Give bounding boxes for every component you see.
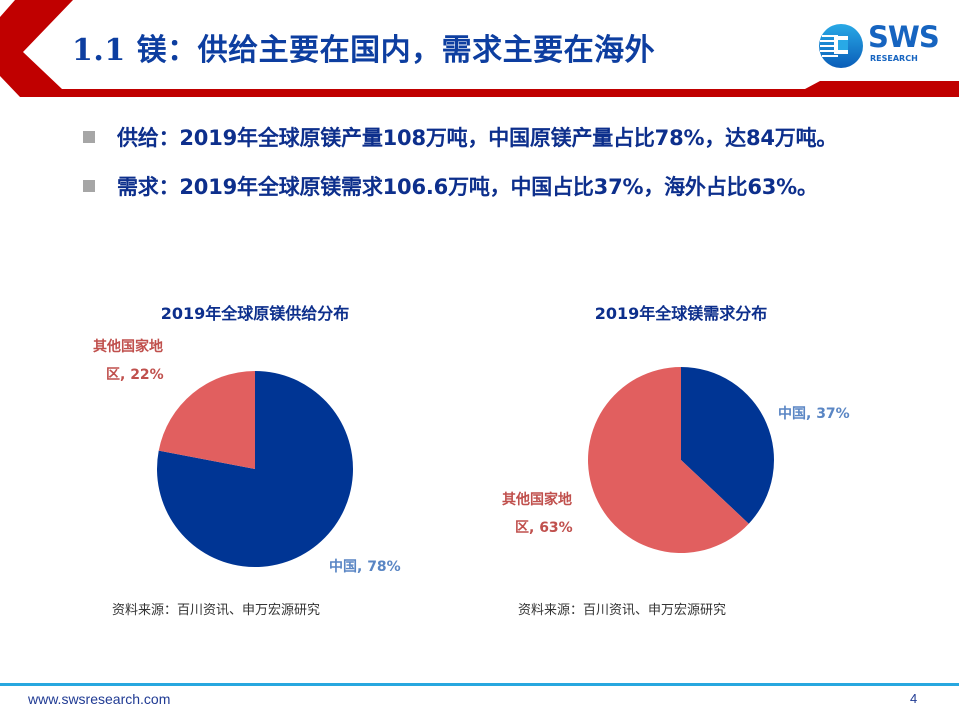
- chart-title-demand: 2019年全球镁需求分布: [594, 304, 768, 323]
- pie-chart-supply: [157, 371, 354, 567]
- pie-slice-other: [158, 371, 255, 469]
- label-demand-other-line2: 区, 63%: [515, 520, 573, 536]
- sws-globe-icon: [819, 24, 863, 68]
- source-note-left: 资料来源：百川资讯、申万宏源研究: [112, 603, 321, 618]
- footer-url[interactable]: www.swsresearch.com: [28, 691, 171, 707]
- red-band-step: [805, 81, 959, 89]
- pie-slice-other: [588, 367, 749, 553]
- label-supply-other-line2: 区, 22%: [106, 367, 164, 383]
- pie-chart-demand: [588, 367, 775, 553]
- page-number: 4: [910, 691, 918, 706]
- bullet-square-icon: [83, 131, 95, 143]
- bullet-supply: 供给：2019年全球原镁产量108万吨，中国原镁产量占比78%，达84万吨。: [83, 122, 837, 152]
- pie-slice-china: [157, 371, 354, 567]
- label-supply-china: 中国, 78%: [329, 559, 401, 575]
- label-demand-china: 中国, 37%: [778, 406, 850, 422]
- bullet-supply-text: 供给：2019年全球原镁产量108万吨，中国原镁产量占比78%，达84万吨。: [117, 126, 838, 150]
- footer-divider: [0, 683, 959, 686]
- bullet-square-icon: [83, 180, 95, 192]
- bullet-demand-text: 需求：2019年全球原镁需求106.6万吨，中国占比37%，海外占比63%。: [117, 175, 818, 199]
- pie-slice-china: [681, 367, 775, 524]
- page-title: 1.1 镁：供给主要在国内，需求主要在海外: [72, 33, 656, 68]
- header-decoration: [0, 0, 959, 97]
- label-supply-other-line1: 其他国家地: [93, 339, 163, 355]
- logo-text: SWS: [868, 20, 940, 54]
- logo-subtext: RESEARCH: [870, 54, 918, 63]
- chart-title-supply: 2019年全球原镁供给分布: [160, 304, 350, 323]
- label-demand-other-line1: 其他国家地: [502, 492, 572, 508]
- source-note-right: 资料来源：百川资讯、申万宏源研究: [518, 603, 727, 618]
- sws-logo: SWS RESEARCH: [818, 20, 942, 72]
- bullet-demand: 需求：2019年全球原镁需求106.6万吨，中国占比37%，海外占比63%。: [83, 171, 818, 201]
